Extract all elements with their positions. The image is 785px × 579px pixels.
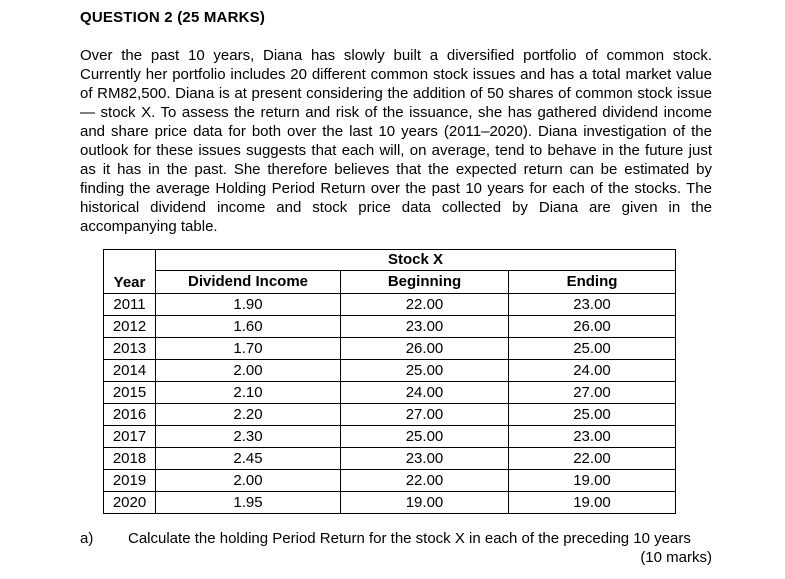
value-cell: 25.00 (508, 403, 676, 426)
value-cell: 27.00 (340, 403, 509, 426)
value-cell: 27.00 (508, 381, 676, 404)
stock-table-body: 2011 1.90 22.00 23.00 2012 1.60 23.00 26.00 2013… (103, 293, 676, 514)
value-cell: 2.00 (155, 469, 341, 492)
year-column-header: Year (103, 249, 156, 294)
intro-paragraph: Over the past 10 years, Diana has slowly… (80, 47, 712, 235)
year-cell: 2011 (103, 293, 156, 316)
question-heading: QUESTION 2 (25 MARKS) (80, 9, 266, 26)
value-cell: 1.70 (155, 337, 341, 360)
value-cell: 22.00 (508, 447, 676, 470)
value-cell: 2.45 (155, 447, 341, 470)
value-cell: 19.00 (508, 491, 676, 514)
value-cell: 22.00 (340, 469, 509, 492)
stock-x-group-header: Stock X (155, 249, 676, 271)
value-cell: 23.00 (340, 447, 509, 470)
dividend-income-column-header: Dividend Income (155, 270, 341, 294)
question-a-text: Calculate the holding Period Return for … (128, 530, 691, 547)
table-row: 2016 2.20 27.00 25.00 (103, 403, 676, 426)
table-row: 2013 1.70 26.00 25.00 (103, 337, 676, 360)
year-cell: 2016 (103, 403, 156, 426)
value-cell: 19.00 (508, 469, 676, 492)
value-cell: 1.90 (155, 293, 341, 316)
table-group-header-row: Year Stock X (103, 249, 676, 294)
value-cell: 25.00 (340, 425, 509, 448)
value-cell: 26.00 (340, 337, 509, 360)
year-cell: 2019 (103, 469, 156, 492)
value-cell: 1.95 (155, 491, 341, 514)
value-cell: 26.00 (508, 315, 676, 338)
table-row: 2019 2.00 22.00 19.00 (103, 469, 676, 492)
value-cell: 2.30 (155, 425, 341, 448)
ending-column-header: Ending (508, 270, 676, 294)
value-cell: 24.00 (340, 381, 509, 404)
question-a-marks: (10 marks) (640, 549, 712, 566)
year-cell: 2018 (103, 447, 156, 470)
beginning-column-header: Beginning (340, 270, 509, 294)
table-row: 2011 1.90 22.00 23.00 (103, 293, 676, 316)
stock-data-table: Year Stock X Dividend Income Beginning E… (103, 249, 676, 514)
table-row: 2014 2.00 25.00 24.00 (103, 359, 676, 382)
table-row: 2015 2.10 24.00 27.00 (103, 381, 676, 404)
value-cell: 2.10 (155, 381, 341, 404)
value-cell: 1.60 (155, 315, 341, 338)
table-row: 2012 1.60 23.00 26.00 (103, 315, 676, 338)
table-header-row: Dividend Income Beginning Ending (104, 270, 676, 294)
value-cell: 23.00 (508, 293, 676, 316)
value-cell: 2.00 (155, 359, 341, 382)
question-a: a) Calculate the holding Period Return f… (80, 529, 712, 548)
year-cell: 2015 (103, 381, 156, 404)
value-cell: 25.00 (340, 359, 509, 382)
question-a-label: a) (80, 530, 94, 547)
table-row: 2017 2.30 25.00 23.00 (103, 425, 676, 448)
year-cell: 2020 (103, 491, 156, 514)
value-cell: 24.00 (508, 359, 676, 382)
value-cell: 2.20 (155, 403, 341, 426)
year-cell: 2012 (103, 315, 156, 338)
value-cell: 23.00 (508, 425, 676, 448)
value-cell: 25.00 (508, 337, 676, 360)
value-cell: 19.00 (340, 491, 509, 514)
year-cell: 2013 (103, 337, 156, 360)
table-row: 2018 2.45 23.00 22.00 (103, 447, 676, 470)
value-cell: 22.00 (340, 293, 509, 316)
year-cell: 2017 (103, 425, 156, 448)
year-cell: 2014 (103, 359, 156, 382)
table-row: 2020 1.95 19.00 19.00 (103, 491, 676, 514)
value-cell: 23.00 (340, 315, 509, 338)
